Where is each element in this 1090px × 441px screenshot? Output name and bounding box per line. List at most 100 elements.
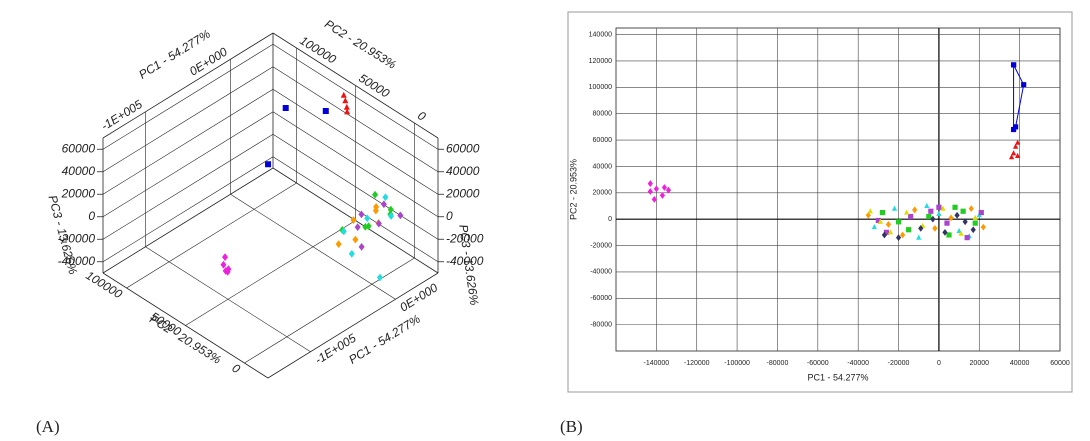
data-point — [891, 205, 898, 211]
data-point — [265, 161, 272, 168]
data-point — [372, 190, 379, 199]
data-point — [659, 192, 666, 199]
box-edge — [102, 167, 274, 274]
data-point — [647, 180, 653, 187]
grid-line — [126, 182, 297, 289]
data-point — [936, 204, 942, 210]
data-point — [906, 227, 912, 233]
y-tick-label: 60000 — [593, 137, 613, 144]
y-tick-label: 140000 — [589, 31, 612, 38]
data-point — [895, 219, 902, 225]
data-point — [352, 235, 359, 244]
x-tick-label: -40000 — [847, 360, 869, 367]
x-tick-label: 0E+000 — [397, 280, 440, 314]
y-tick-label: -80000 — [590, 321, 612, 328]
data-point — [926, 213, 932, 220]
data-point — [928, 208, 934, 214]
box-edge — [267, 272, 439, 379]
axis-title: PC2 - 20.953% — [147, 312, 224, 367]
data-point — [946, 232, 952, 238]
data-point — [1015, 152, 1021, 158]
data-point — [653, 185, 659, 193]
y-tick-label: -60000 — [590, 295, 612, 302]
data-point — [962, 218, 968, 226]
y-tick-label: 0 — [608, 216, 612, 223]
y-tick-label: 0 — [415, 108, 428, 124]
grid-line — [102, 43, 274, 150]
y-tick-label: -20000 — [590, 242, 612, 249]
z-tick-label: -40000 — [58, 254, 96, 268]
data-point — [375, 219, 382, 228]
data-point — [647, 188, 653, 195]
z-tick-label: 20000 — [61, 186, 96, 200]
data-point — [867, 208, 873, 214]
data-point — [970, 226, 976, 234]
x-tick-label: 60000 — [1050, 360, 1070, 367]
data-point — [340, 91, 347, 98]
data-point — [948, 214, 954, 222]
data-point — [322, 108, 329, 114]
data-point — [373, 202, 380, 211]
x-tick-label: -100000 — [724, 360, 750, 367]
y-tick-label: 100000 — [83, 268, 125, 301]
z-tick-label: 60000 — [62, 141, 96, 155]
data-point — [964, 235, 970, 241]
data-point — [954, 211, 960, 219]
data-point — [895, 234, 902, 242]
grid-line — [102, 133, 274, 240]
data-point — [978, 209, 984, 216]
data-point — [885, 221, 892, 228]
data-point — [344, 108, 351, 115]
z-tick-label: 40000 — [446, 164, 480, 178]
z-tick-label: -40000 — [446, 254, 484, 268]
grid-line — [102, 66, 274, 173]
data-point — [887, 229, 894, 235]
grid-line — [102, 156, 274, 263]
grid-line — [102, 88, 274, 195]
data-point — [342, 97, 349, 104]
data-point — [940, 205, 946, 211]
axis-title: PC1 - 54.277% — [346, 312, 423, 367]
data-point — [343, 103, 350, 110]
data-point — [665, 186, 672, 194]
y-tick-label: 50000 — [356, 71, 392, 101]
z-tick-label: -20000 — [446, 231, 484, 245]
box-edge — [102, 32, 274, 139]
x-tick-label: -60000 — [807, 360, 829, 367]
data-point — [220, 260, 227, 269]
grid-line — [244, 257, 415, 364]
data-point — [944, 220, 950, 226]
grid-line — [185, 220, 356, 326]
data-point — [952, 204, 958, 210]
data-point — [340, 227, 347, 236]
y-tick-label: 40000 — [593, 163, 613, 170]
data-point — [881, 231, 888, 239]
data-point — [916, 234, 922, 240]
x-tick-label: -20000 — [888, 360, 910, 367]
data-point — [388, 212, 395, 220]
data-point — [936, 210, 942, 216]
y-axis-title: PC2 - 20.953% — [568, 159, 578, 220]
data-point — [956, 227, 962, 234]
data-point — [358, 210, 365, 219]
data-point — [918, 225, 924, 232]
data-point — [879, 209, 885, 216]
data-point — [397, 211, 404, 220]
x-tick-label: 0 — [937, 360, 941, 367]
data-point — [382, 193, 389, 202]
x-tick-label: -80000 — [767, 360, 789, 367]
y-tick-label: 120000 — [589, 58, 612, 65]
data-point — [960, 208, 966, 214]
data-point — [651, 196, 657, 203]
z-tick-label: 20000 — [445, 186, 480, 200]
x-tick-label: -140000 — [644, 360, 670, 367]
y-tick-label: -40000 — [590, 269, 612, 276]
data-point — [972, 220, 978, 226]
z-tick-label: 0 — [446, 209, 453, 223]
plot-area — [615, 27, 1061, 352]
data-point — [376, 273, 383, 282]
data-point — [335, 240, 342, 249]
data-point — [1008, 154, 1015, 160]
data-point — [350, 216, 357, 224]
data-point — [348, 249, 355, 258]
